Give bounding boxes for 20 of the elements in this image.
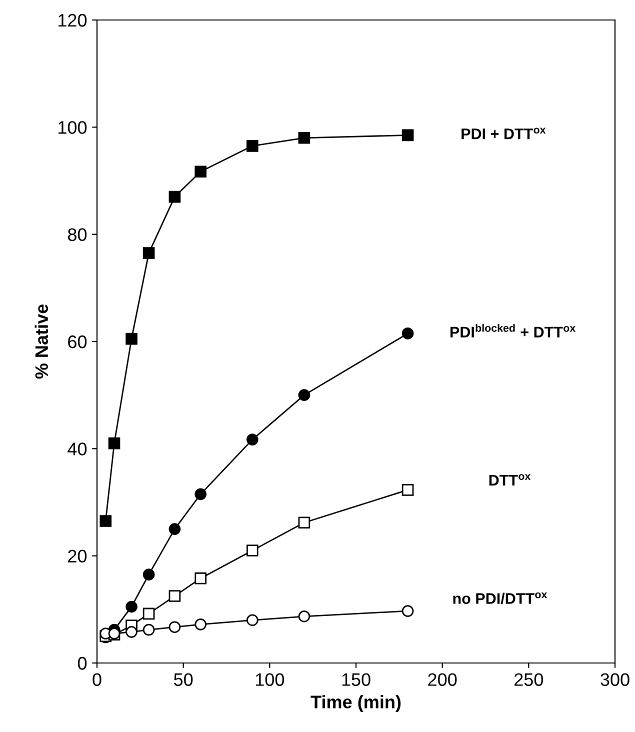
y-tick-label: 20 — [68, 550, 87, 563]
text: PDI + DTT$^{ox}$ — [462, 128, 546, 140]
text: DTT$^{ox}$ — [489, 474, 531, 486]
x-tick-label: 150 — [342, 673, 370, 686]
x-tick-label: 50 — [174, 673, 193, 686]
x-axis-title: Time (min) — [310, 695, 401, 712]
x-tick-label: 250 — [514, 673, 544, 686]
x-tick-label: 300 — [600, 673, 630, 686]
x-tick-label: 100 — [256, 673, 284, 686]
y-tick-label: 60 — [68, 335, 87, 348]
y-tick-label: 120 — [58, 14, 87, 27]
y-tick-label: 100 — [58, 121, 87, 134]
y-tick-label: 40 — [68, 442, 87, 456]
y-tick-label: 0 — [78, 656, 87, 670]
y-tick-label: 80 — [68, 228, 87, 242]
x-tick-label: 0 — [92, 673, 102, 686]
text: no PDI/DTT$^{ox}$ — [453, 592, 548, 604]
text: PDI$^{blocked}$ + DTT$^{ox}$ — [450, 324, 576, 338]
y-axis-title: % Native — [34, 304, 48, 379]
x-tick-label: 200 — [428, 673, 457, 686]
